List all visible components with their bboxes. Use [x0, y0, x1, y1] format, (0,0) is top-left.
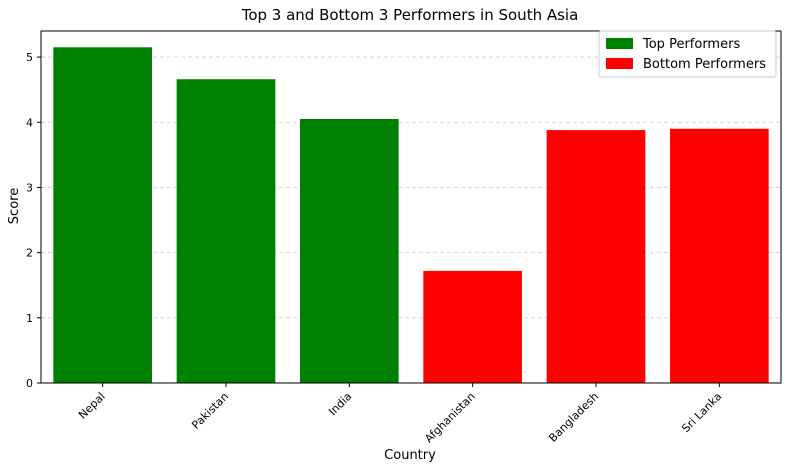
x-tick-label: Pakistan — [189, 390, 231, 432]
x-tick-label: India — [326, 390, 354, 418]
y-axis-label: Score — [7, 188, 22, 224]
y-tick-label: 5 — [26, 51, 33, 64]
legend-swatch-bottom-performers — [606, 58, 633, 69]
y-tick-label: 3 — [26, 181, 33, 194]
y-tick-label: 4 — [26, 116, 33, 129]
bar-afghanistan — [423, 270, 522, 383]
plot-frame — [40, 30, 782, 384]
bar-bangladesh — [546, 130, 646, 383]
x-tick-label: Afghanistan — [422, 390, 478, 446]
y-tick-label: 0 — [26, 377, 33, 390]
bar-pakistan — [176, 79, 276, 384]
y-tick-label: 1 — [26, 312, 33, 325]
bar-india — [300, 119, 399, 383]
bar-sri-lanka — [670, 128, 769, 383]
bar-nepal — [53, 47, 153, 383]
y-tick-label: 2 — [26, 247, 33, 260]
legend-label-top-performers: Top Performers — [642, 37, 740, 52]
legend: Top Performers Bottom Performers — [598, 30, 777, 78]
x-tick-label: Nepal — [76, 390, 108, 422]
legend-swatch-top-performers — [606, 38, 633, 49]
bars — [53, 47, 769, 384]
legend-frame — [598, 30, 777, 78]
x-axis-label: Country — [384, 448, 436, 463]
x-tick-label: Bangladesh — [546, 390, 601, 445]
legend-label-bottom-performers: Bottom Performers — [643, 57, 766, 72]
chart-title: Top 3 and Bottom 3 Performers in South A… — [241, 6, 579, 24]
x-tick-label: Sri Lanka — [679, 390, 724, 435]
